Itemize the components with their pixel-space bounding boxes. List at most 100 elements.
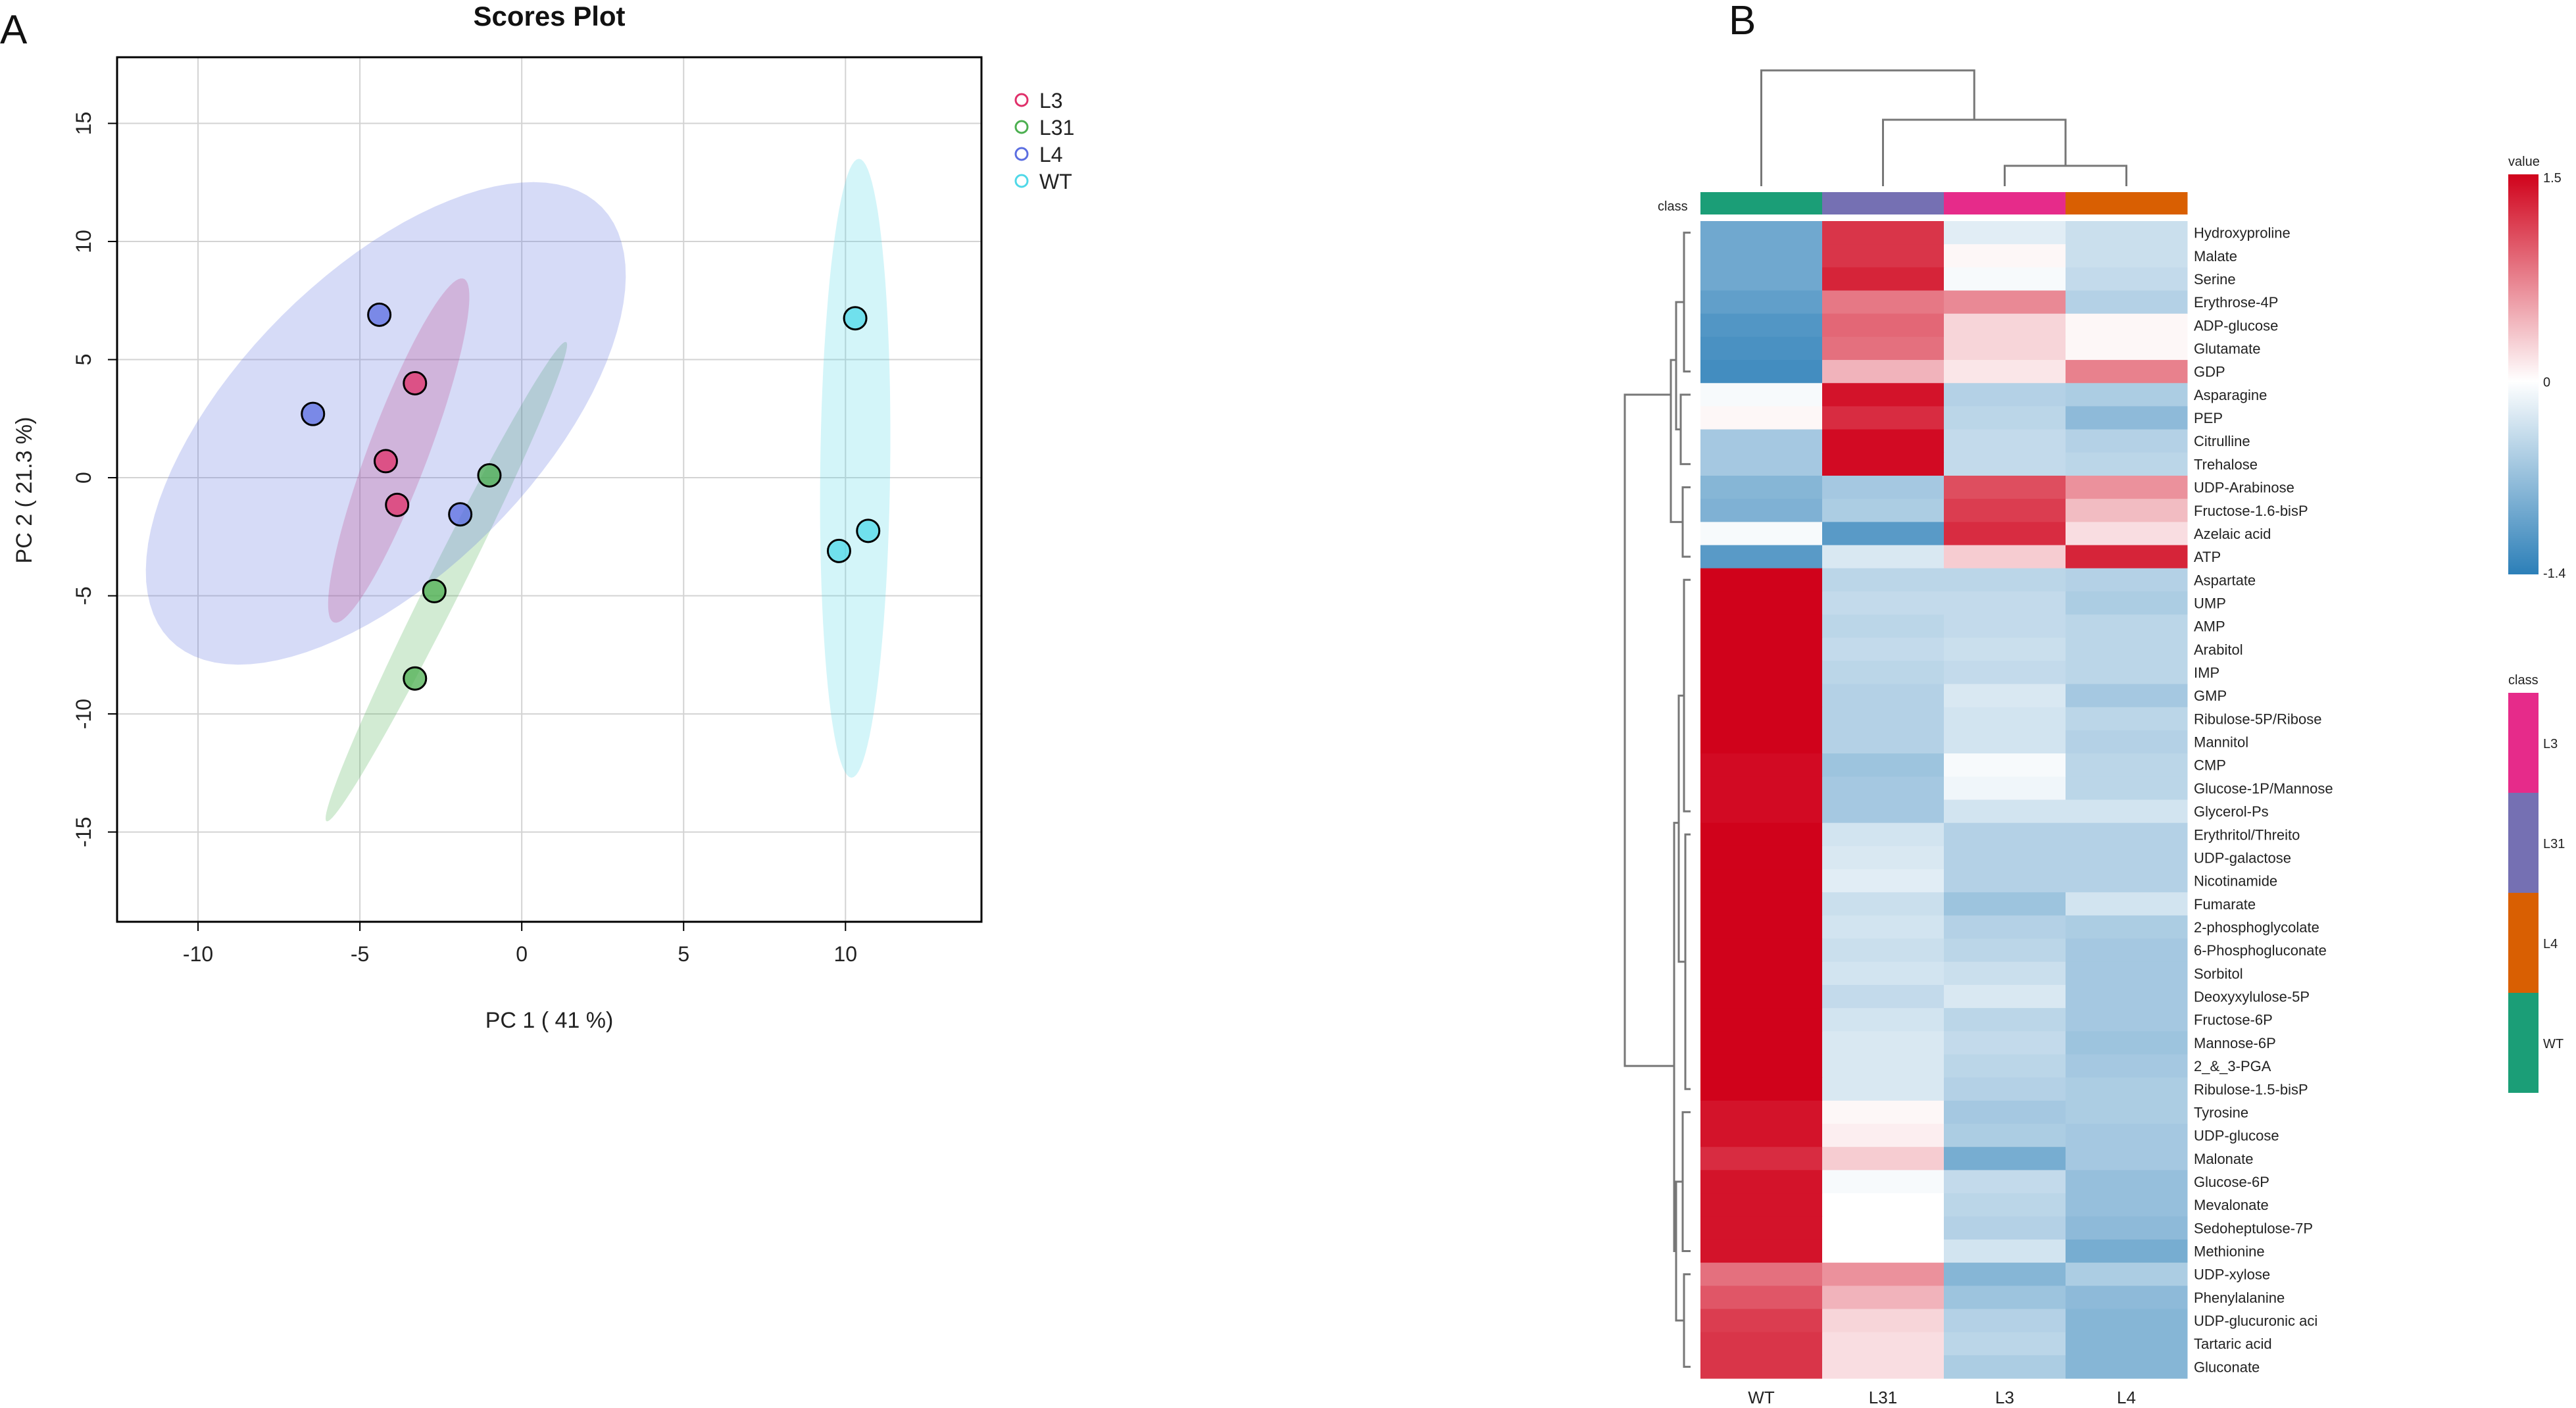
heatmap-cell-ump-l4 bbox=[2066, 591, 2188, 615]
row-label-imp: IMP bbox=[2194, 665, 2219, 681]
x-tick-label: 5 bbox=[678, 942, 689, 966]
ellipse-wt bbox=[820, 159, 891, 778]
heatmap-cell-fumarate-wt bbox=[1700, 892, 1823, 916]
heatmap-cell-glycerol-ps-l31 bbox=[1822, 799, 1944, 824]
heatmap-cell-ribulose-5p-ribose-wt bbox=[1700, 707, 1823, 731]
heatmap-cell-imp-wt bbox=[1700, 661, 1823, 685]
heatmap-cell-glycerol-ps-wt bbox=[1700, 799, 1823, 824]
heatmap-cell-ribulose-1-5-bisp-l3 bbox=[1944, 1077, 2066, 1101]
heatmap-cell-udp-glucuronic-aci-wt bbox=[1700, 1309, 1823, 1333]
heatmap-cell-asparagine-l3 bbox=[1944, 383, 2066, 407]
heatmap-cell-gluconate-l31 bbox=[1822, 1355, 1944, 1379]
heatmap-cell-nicotinamide-l4 bbox=[2066, 869, 2188, 893]
heatmap-cell-gmp-wt bbox=[1700, 684, 1823, 708]
class-bar-l4 bbox=[2066, 192, 2188, 214]
heatmap-cell-sorbitol-l31 bbox=[1822, 961, 1944, 986]
heatmap-cell-gluconate-l3 bbox=[1944, 1355, 2066, 1379]
heatmap-cell-trehalose-l31 bbox=[1822, 452, 1944, 476]
row-label-sorbitol: Sorbitol bbox=[2194, 965, 2243, 982]
x-tick-label: 10 bbox=[834, 942, 858, 966]
heatmap-cell-malate-l4 bbox=[2066, 244, 2188, 268]
row-dendrogram-link-upper-a bbox=[1683, 232, 1691, 373]
heatmap-cell-fructose-1-6-bisp-wt bbox=[1700, 499, 1823, 522]
row-label-mannitol: Mannitol bbox=[2194, 734, 2248, 751]
heatmap-cell-2-3-pga-l3 bbox=[1944, 1054, 2066, 1078]
row-label-mevalonate: Mevalonate bbox=[2194, 1197, 2269, 1213]
value-legend-title: value bbox=[2508, 155, 2540, 169]
heatmap-cell-mevalonate-wt bbox=[1700, 1193, 1823, 1217]
heatmap-cell-atp-l4 bbox=[2066, 545, 2188, 569]
heatmap-cell-adp-glucose-l4 bbox=[2066, 313, 2188, 338]
heatmap-cell-udp-galactose-l4 bbox=[2066, 845, 2188, 870]
heatmap-cell-tyrosine-wt bbox=[1700, 1100, 1823, 1124]
column-label-l3: L3 bbox=[1995, 1388, 2014, 1407]
row-label-asparagine: Asparagine bbox=[2194, 387, 2267, 403]
heatmap-cell-adp-glucose-wt bbox=[1700, 313, 1823, 338]
heatmap-cell-mannitol-l3 bbox=[1944, 730, 2066, 754]
heatmap-cell-arabitol-l31 bbox=[1822, 638, 1944, 661]
heatmap-cell-tartaric-acid-wt bbox=[1700, 1332, 1823, 1356]
row-label-udp-galactose: UDP-galactose bbox=[2194, 850, 2291, 867]
heatmap-cell-trehalose-l3 bbox=[1944, 452, 2066, 476]
heatmap-cell-phenylalanine-l31 bbox=[1822, 1286, 1944, 1309]
heatmap-cell-udp-galactose-wt bbox=[1700, 845, 1823, 870]
heatmap-cell-nicotinamide-l3 bbox=[1944, 869, 2066, 893]
point-l4-2 bbox=[301, 401, 326, 426]
heatmap-cell-phenylalanine-l3 bbox=[1944, 1286, 2066, 1309]
class-legend-label-wt: WT bbox=[2543, 1037, 2564, 1051]
heatmap-cell-mevalonate-l3 bbox=[1944, 1193, 2066, 1217]
heatmap-cell-2-phosphoglycolate-wt bbox=[1700, 915, 1823, 940]
legend-marker-l3 bbox=[1014, 93, 1029, 107]
row-label-gdp: GDP bbox=[2194, 364, 2225, 380]
heatmap-cell-hydroxyproline-l31 bbox=[1822, 221, 1944, 245]
heatmap-cell-ribulose-1-5-bisp-wt bbox=[1700, 1077, 1823, 1101]
value-legend-min: -1.4 bbox=[2543, 566, 2565, 581]
heatmap-cell-arabitol-wt bbox=[1700, 638, 1823, 661]
row-label-glucose-1p-mannose: Glucose-1P/Mannose bbox=[2194, 780, 2333, 797]
heatmap-cell-fumarate-l31 bbox=[1822, 892, 1944, 916]
heatmap-cell-udp-arabinose-l31 bbox=[1822, 475, 1944, 499]
heatmap-cell-tartaric-acid-l3 bbox=[1944, 1332, 2066, 1356]
heatmap-cell-gdp-l3 bbox=[1944, 360, 2066, 384]
class-bar-l31 bbox=[1822, 192, 1944, 214]
heatmap-cell-sedoheptulose-7p-l4 bbox=[2066, 1216, 2188, 1240]
row-label-mannose-6p: Mannose-6P bbox=[2194, 1035, 2276, 1051]
ellipse-l31 bbox=[326, 341, 568, 822]
heatmap-cell-atp-l3 bbox=[1944, 545, 2066, 569]
heatmap-cell-phenylalanine-l4 bbox=[2066, 1286, 2188, 1309]
heatmap-cell-serine-wt bbox=[1700, 267, 1823, 291]
heatmap-cell-methionine-l3 bbox=[1944, 1239, 2066, 1263]
column-dendrogram-link-l31 bbox=[1882, 118, 2067, 186]
heatmap-cell-malonate-l3 bbox=[1944, 1147, 2066, 1170]
heatmap-cell-2-3-pga-wt bbox=[1700, 1054, 1823, 1078]
column-label-l31: L31 bbox=[1869, 1388, 1897, 1407]
value-legend-gradient bbox=[2508, 174, 2539, 574]
point-l31-1 bbox=[477, 463, 502, 488]
heatmap-cell-fructose-1-6-bisp-l3 bbox=[1944, 499, 2066, 522]
heatmap-cell-erythrose-4p-wt bbox=[1700, 290, 1823, 314]
column-label-l4: L4 bbox=[2117, 1388, 2136, 1407]
heatmap-cell-glutamate-l31 bbox=[1822, 336, 1944, 361]
row-label-2-3-pga: 2_&_3-PGA bbox=[2194, 1058, 2271, 1074]
heatmap-cell-adp-glucose-l31 bbox=[1822, 313, 1944, 338]
row-label-azelaic-acid: Azelaic acid bbox=[2194, 526, 2271, 542]
heatmap-cell-mannose-6p-wt bbox=[1700, 1031, 1823, 1055]
row-label-glycerol-ps: Glycerol-Ps bbox=[2194, 803, 2269, 820]
heatmap-cell-fumarate-l4 bbox=[2066, 892, 2188, 916]
heatmap-cell-udp-xylose-l3 bbox=[1944, 1263, 2066, 1286]
legend-marker-wt bbox=[1014, 174, 1029, 188]
heatmap-cell-ribulose-1-5-bisp-l31 bbox=[1822, 1077, 1944, 1101]
row-label-trehalose: Trehalose bbox=[2194, 456, 2258, 472]
heatmap-cell-erythritol-threito-l31 bbox=[1822, 822, 1944, 847]
row-label-pep: PEP bbox=[2194, 410, 2223, 426]
point-l4-1 bbox=[367, 302, 392, 327]
heatmap-cell-cmp-l31 bbox=[1822, 753, 1944, 777]
heatmap-cell-tyrosine-l4 bbox=[2066, 1100, 2188, 1124]
heatmap-cell-sedoheptulose-7p-l31 bbox=[1822, 1216, 1944, 1240]
row-dendrogram-link-root bbox=[1623, 393, 1674, 1067]
heatmap-cell-atp-wt bbox=[1700, 545, 1823, 569]
row-label-udp-glucose: UDP-glucose bbox=[2194, 1128, 2279, 1144]
heatmap-cell-fumarate-l3 bbox=[1944, 892, 2066, 916]
heatmap-cell-erythrose-4p-l4 bbox=[2066, 290, 2188, 314]
